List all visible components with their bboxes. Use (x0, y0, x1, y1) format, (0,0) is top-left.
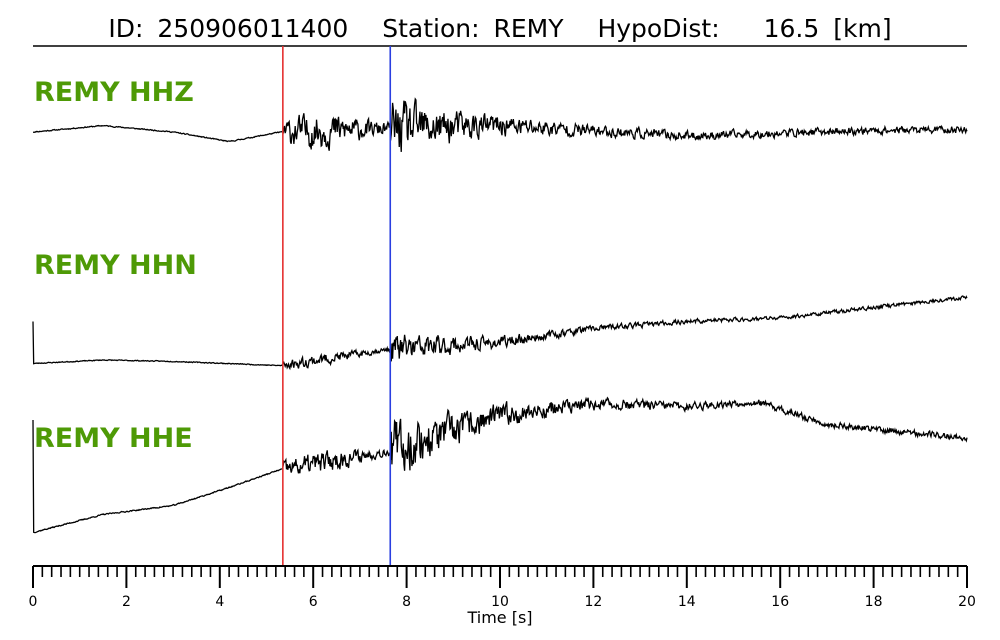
x-tick-label: 14 (678, 594, 696, 610)
channel-label-remy-hhz: REMY HHZ (34, 77, 194, 108)
x-tick-label: 8 (402, 594, 411, 610)
trace-remy-hhz (32, 97, 968, 152)
hypodist-unit: [km] (833, 14, 891, 43)
waveform-traces (32, 97, 968, 534)
x-axis-label: Time [s] (466, 608, 532, 627)
event-id-value: 250906011400 (157, 14, 348, 43)
x-tick-label: 4 (215, 594, 224, 610)
x-tick-label: 10 (491, 594, 509, 610)
trace-remy-hhn (32, 295, 968, 371)
channel-label-remy-hhe: REMY HHE (34, 423, 193, 454)
x-tick-label: 16 (771, 594, 789, 610)
hypodist-label: HypoDist: (597, 14, 719, 43)
event-id-label: ID: (108, 14, 143, 43)
phase-picks (282, 46, 392, 566)
station-label: Station: (382, 14, 479, 43)
hypodist-value: 16.5 (764, 14, 820, 43)
x-tick-label: 18 (865, 594, 883, 610)
x-axis: 0 2 4 6 8 10 12 14 16 18 20 (29, 565, 976, 610)
trace-remy-hhe (32, 396, 968, 534)
x-tick-label: 0 (29, 594, 38, 610)
x-tick-label: 12 (584, 594, 602, 610)
x-tick-label: 2 (122, 594, 131, 610)
x-axis-ticks: 0 2 4 6 8 10 12 14 16 18 20 (29, 566, 976, 610)
channel-label-remy-hhn: REMY HHN (34, 250, 197, 281)
chart-title: ID: 250906011400 Station: REMY HypoDist:… (108, 14, 891, 43)
channel-labels: REMY HHZ REMY HHN REMY HHE (34, 77, 197, 454)
x-tick-label: 20 (958, 594, 976, 610)
x-tick-label: 6 (309, 594, 318, 610)
station-value: REMY (493, 14, 564, 43)
